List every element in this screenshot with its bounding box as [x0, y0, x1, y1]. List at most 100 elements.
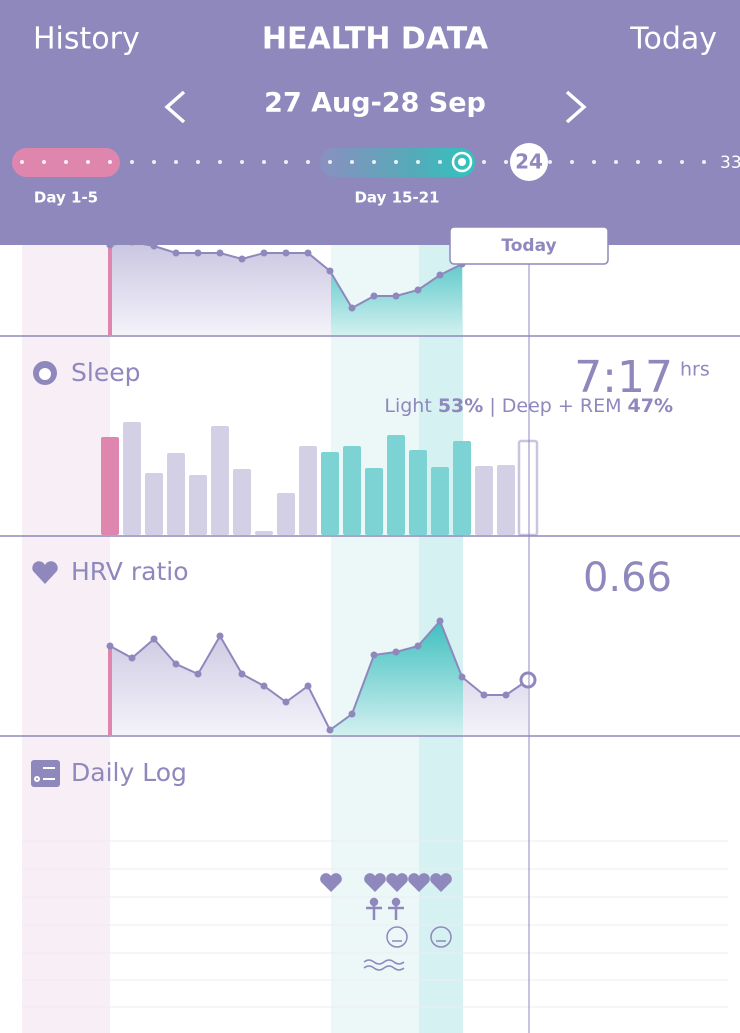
point	[106, 642, 114, 650]
point	[282, 698, 290, 706]
dot	[504, 160, 508, 164]
dividers	[0, 245, 740, 1033]
bar	[277, 493, 295, 535]
today-circle[interactable]	[510, 143, 548, 181]
point	[370, 651, 378, 659]
dot	[20, 160, 24, 164]
bar	[189, 475, 207, 535]
dot	[680, 160, 684, 164]
point	[194, 670, 202, 678]
bar	[431, 467, 449, 535]
bar	[343, 446, 361, 535]
hrv-value: 0.66	[583, 555, 672, 601]
point	[519, 671, 537, 689]
point	[502, 691, 510, 699]
point	[414, 286, 422, 294]
dot	[284, 160, 288, 164]
dot	[108, 160, 112, 164]
current-marker	[451, 151, 473, 173]
bar	[145, 473, 163, 535]
header	[0, 0, 740, 245]
bar	[387, 435, 405, 535]
bar	[475, 466, 493, 535]
phase-label: Day 15-21	[354, 189, 439, 207]
point	[458, 673, 466, 681]
point	[238, 670, 246, 678]
bar	[497, 465, 515, 535]
dot	[372, 160, 376, 164]
point	[304, 249, 312, 257]
next-arrow[interactable]	[565, 90, 587, 124]
point	[392, 648, 400, 656]
history-button[interactable]: History	[33, 22, 140, 57]
dot	[174, 160, 178, 164]
dot	[394, 160, 398, 164]
point	[150, 635, 158, 643]
dot	[86, 160, 90, 164]
bar	[123, 422, 141, 535]
phase-label: Day 1-5	[34, 189, 98, 207]
dot	[702, 160, 706, 164]
bar	[321, 452, 339, 535]
point	[260, 682, 268, 690]
today-button[interactable]: Today	[629, 22, 717, 57]
dot	[614, 160, 618, 164]
point	[216, 249, 224, 257]
dot	[592, 160, 596, 164]
point	[128, 654, 136, 662]
sleep-detail: Light 53% | Deep + REM 47%	[384, 395, 673, 417]
bar	[255, 531, 273, 535]
area-fill	[331, 621, 463, 735]
point	[392, 292, 400, 300]
point	[172, 249, 180, 257]
point	[238, 255, 246, 263]
point	[348, 710, 356, 718]
dot	[482, 160, 486, 164]
area-fill	[331, 264, 462, 335]
point	[436, 617, 444, 625]
dot	[196, 160, 200, 164]
prev-arrow[interactable]	[164, 90, 186, 124]
hrv-icon	[32, 561, 58, 584]
dot	[218, 160, 222, 164]
header-title: HEALTH DATA	[262, 22, 489, 57]
today-tag-label: Today	[501, 236, 556, 256]
dot	[64, 160, 68, 164]
dot	[416, 160, 420, 164]
point	[348, 304, 356, 312]
date-range: 27 Aug-28 Sep	[264, 88, 486, 119]
end-day: 33	[720, 153, 740, 173]
bar	[211, 426, 229, 535]
charts	[101, 238, 539, 735]
point	[304, 682, 312, 690]
dot	[152, 160, 156, 164]
bar	[233, 469, 251, 535]
log-icon	[31, 760, 60, 787]
dot	[636, 160, 640, 164]
point	[194, 249, 202, 257]
sleep-icon	[33, 361, 57, 385]
dot	[130, 160, 134, 164]
point	[326, 267, 334, 275]
point	[414, 642, 422, 650]
point	[216, 632, 224, 640]
line	[109, 619, 529, 732]
point	[480, 691, 488, 699]
bar	[299, 446, 317, 535]
dot	[306, 160, 310, 164]
point	[260, 249, 268, 257]
point	[370, 292, 378, 300]
timeline-dots	[20, 160, 706, 164]
dot	[350, 160, 354, 164]
dot	[438, 160, 442, 164]
dot	[570, 160, 574, 164]
sleep-unit: hrs	[680, 359, 710, 381]
log-title: Daily Log	[71, 758, 187, 787]
hrv-title: HRV ratio	[71, 557, 189, 586]
dot	[240, 160, 244, 164]
bar	[517, 439, 539, 537]
dot	[42, 160, 46, 164]
point	[172, 660, 180, 668]
point	[326, 726, 334, 734]
